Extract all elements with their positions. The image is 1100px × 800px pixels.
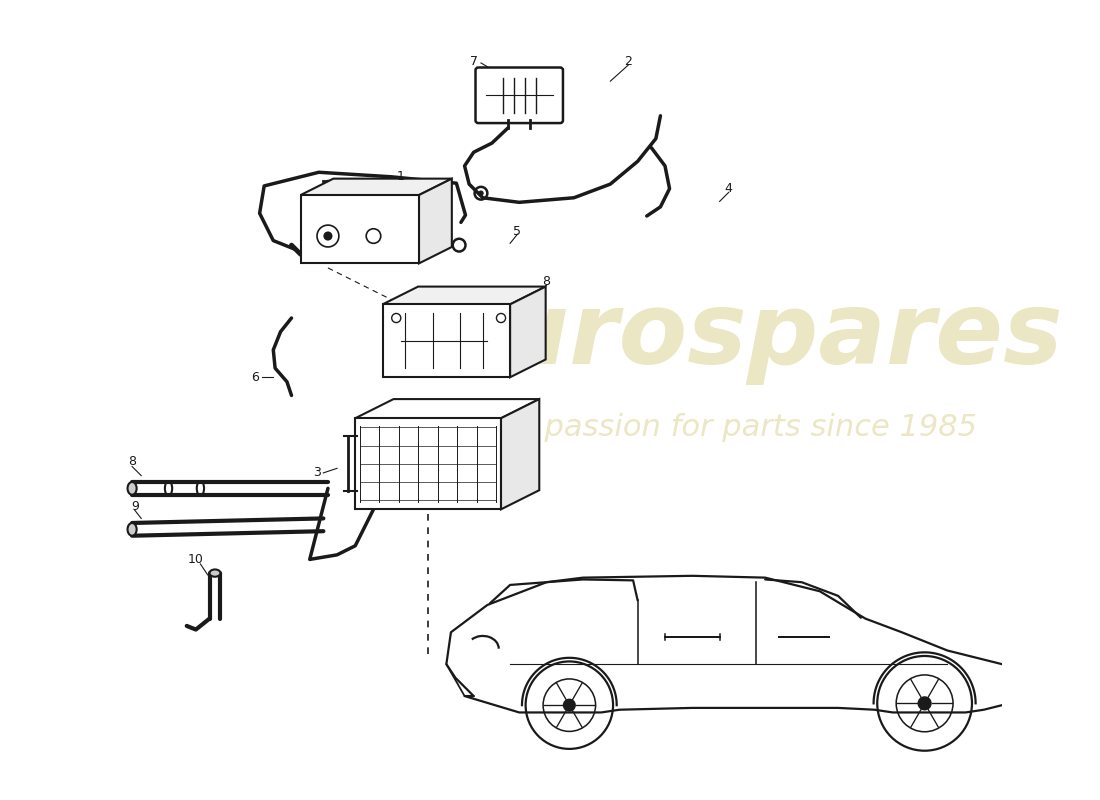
Polygon shape <box>500 399 539 510</box>
Polygon shape <box>300 195 419 263</box>
Text: 4: 4 <box>725 182 733 195</box>
Polygon shape <box>510 286 546 378</box>
Text: 1: 1 <box>397 170 405 183</box>
Circle shape <box>323 231 332 241</box>
Text: 3: 3 <box>314 466 321 479</box>
Ellipse shape <box>209 570 220 577</box>
Text: 8: 8 <box>128 455 136 469</box>
Ellipse shape <box>128 523 136 536</box>
Circle shape <box>478 190 484 196</box>
Text: eurospares: eurospares <box>431 288 1064 385</box>
Text: 8: 8 <box>542 275 551 288</box>
Polygon shape <box>383 286 546 304</box>
Polygon shape <box>355 418 500 510</box>
Text: 10: 10 <box>188 553 204 566</box>
Polygon shape <box>419 178 452 263</box>
Text: a passion for parts since 1985: a passion for parts since 1985 <box>517 413 978 442</box>
Polygon shape <box>300 178 452 195</box>
Text: 2: 2 <box>625 54 632 68</box>
Ellipse shape <box>128 482 136 494</box>
FancyBboxPatch shape <box>475 67 563 123</box>
Text: 7: 7 <box>470 54 477 68</box>
Polygon shape <box>383 304 510 378</box>
Circle shape <box>563 698 576 712</box>
Circle shape <box>917 696 932 710</box>
Text: 5: 5 <box>514 225 521 238</box>
Text: 9: 9 <box>131 500 139 513</box>
Text: 6: 6 <box>251 370 258 384</box>
